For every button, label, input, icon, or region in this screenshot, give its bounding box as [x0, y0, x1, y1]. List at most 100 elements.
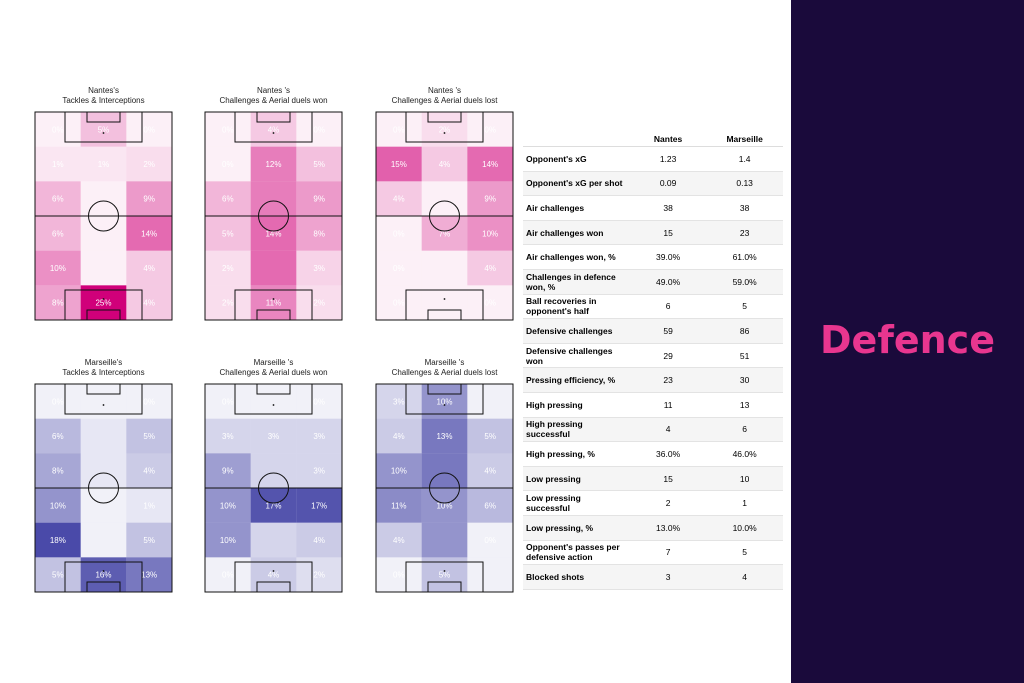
- heatmap-cell-label: 10%: [436, 397, 452, 406]
- stat-value-marseille: 59.0%: [706, 269, 783, 295]
- goal-box-top: [86, 111, 121, 123]
- stat-value-nantes: 15: [629, 220, 707, 246]
- stat-value-marseille: 10: [706, 466, 783, 492]
- stat-value-marseille: 86: [706, 318, 783, 344]
- pitch-title-line2: Tackles & Interceptions: [62, 96, 144, 105]
- heatmap-cell: [421, 285, 468, 320]
- heatmap-cell-label: 4%: [393, 195, 405, 204]
- stat-value-nantes: 2: [629, 490, 707, 516]
- heatmap-cell: [80, 418, 127, 454]
- heatmap-cell-label: 8%: [52, 467, 64, 476]
- stats-row: Opponent's xG per shot 0.09 0.13: [523, 171, 783, 197]
- penalty-spot-top: [443, 132, 446, 134]
- heatmap-cell: [250, 522, 297, 558]
- heatmap-cell-label: 10%: [391, 467, 407, 476]
- heatmap-cell: [80, 453, 127, 488]
- heatmap-cell: [80, 557, 127, 592]
- stat-label: Low pressing successful: [523, 490, 630, 516]
- heatmap-cell-label: 2%: [222, 264, 234, 273]
- heatmap-cell: [376, 384, 422, 419]
- heatmap-cell-label: 17%: [311, 501, 327, 510]
- heatmap-cell: [376, 453, 422, 488]
- stat-label: High pressing: [523, 392, 630, 418]
- stat-value-nantes: 39.0%: [629, 244, 707, 270]
- heatmap-cell: [467, 181, 513, 216]
- heatmap-cell-label: 10%: [482, 229, 498, 238]
- stat-label: High pressing successful: [523, 417, 630, 443]
- heatmap-cell-label: 13%: [436, 432, 452, 441]
- heatmap-cell-label: 13%: [141, 571, 157, 580]
- heatmap-cell: [250, 418, 297, 454]
- heatmap-cell: [250, 146, 297, 182]
- heatmap-cell: [296, 285, 342, 320]
- heatmap-cell-label: 9%: [222, 467, 234, 476]
- centre-circle: [88, 200, 119, 232]
- stat-label: Ball recoveries in opponent's half: [523, 294, 630, 320]
- stat-value-nantes: 3: [629, 564, 707, 590]
- stat-label: Low pressing, %: [523, 515, 630, 541]
- heatmap-cell-label: 25%: [95, 299, 111, 308]
- heatmap-cell: [35, 418, 81, 454]
- heatmap-cell: [250, 181, 297, 216]
- pitch-title-line2: Challenges & Aerial duels lost: [392, 368, 499, 377]
- heatmap-cell-label: 3%: [222, 432, 234, 441]
- heatmap-cell-label: 7%: [439, 229, 451, 238]
- centre-circle: [258, 472, 289, 504]
- heatmap-cell: [205, 384, 251, 419]
- stat-value-nantes: 36.0%: [629, 441, 707, 467]
- stat-value-marseille: 1.4: [706, 146, 783, 172]
- heatmap-cell-label: 2%: [222, 299, 234, 308]
- stat-value-marseille: 51: [706, 343, 783, 369]
- heatmap-cell: [376, 418, 422, 454]
- heatmap-cell: [250, 250, 297, 286]
- heatmap-cell: [126, 522, 172, 558]
- heatmap-cell: [126, 453, 172, 488]
- heatmap-cell-label: 0%: [393, 299, 405, 308]
- stats-row: High pressing 11 13: [523, 392, 783, 418]
- stats-row: Blocked shots 3 4: [523, 564, 783, 590]
- heatmap-cell: [80, 181, 127, 216]
- heatmap-cell: [296, 488, 342, 523]
- heatmap-cell-label: 10%: [220, 536, 236, 545]
- heatmap-cell-label: 8%: [313, 229, 325, 238]
- stat-value-nantes: 49.0%: [629, 269, 707, 295]
- stat-value-marseille: 4: [706, 564, 783, 590]
- heatmap-cell: [205, 453, 251, 488]
- heatmap-cell: [467, 488, 513, 523]
- heatmap-cell: [467, 418, 513, 454]
- stat-label: Air challenges won: [523, 220, 630, 246]
- stat-value-nantes: 0.09: [629, 171, 707, 197]
- pitch-title-line1: Marseille 's: [254, 358, 294, 367]
- penalty-spot-top: [272, 404, 275, 406]
- heatmap-cell-label: 4%: [484, 467, 496, 476]
- goal-box-bottom: [86, 581, 121, 593]
- centre-circle: [429, 472, 460, 504]
- heatmap-cell: [205, 488, 251, 523]
- stats-row: High pressing, % 36.0% 46.0%: [523, 441, 783, 467]
- goal-box-top: [427, 111, 462, 123]
- stats-row: Low pressing, % 13.0% 10.0%: [523, 515, 783, 541]
- heatmap-cell-label: 9%: [484, 195, 496, 204]
- heatmap-cell-label: 3%: [313, 264, 325, 273]
- stats-row: Defensive challenges 59 86: [523, 318, 783, 344]
- stat-value-nantes: 13.0%: [629, 515, 707, 541]
- pitch-title-line2: Challenges & Aerial duels lost: [392, 96, 499, 105]
- heatmap-cell: [205, 146, 251, 182]
- stat-value-nantes: 6: [629, 294, 707, 320]
- heatmap-cell-label: 4%: [143, 299, 155, 308]
- goal-box-top: [256, 111, 291, 123]
- heatmap-cell: [35, 557, 81, 592]
- heatmap-cell: [376, 216, 422, 251]
- stat-value-nantes: 15: [629, 466, 707, 492]
- heatmap-cell: [250, 557, 297, 592]
- heatmap-cell: [126, 285, 172, 320]
- heatmap-cell: [35, 285, 81, 320]
- heatmap-cell: [296, 250, 342, 286]
- heatmap-cell: [80, 384, 127, 419]
- heatmap-cell: [421, 216, 468, 251]
- heatmap-cell: [205, 181, 251, 216]
